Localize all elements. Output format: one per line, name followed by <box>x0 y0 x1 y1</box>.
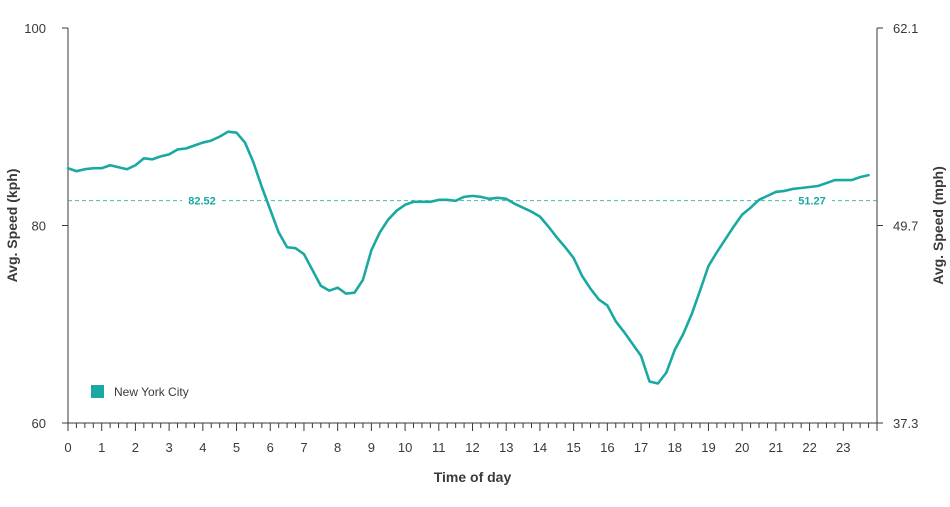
reference-label-left: 82.52 <box>188 196 216 208</box>
x-tick-label: 1 <box>98 440 105 455</box>
x-tick-label: 15 <box>566 440 580 455</box>
reference-label-left-bg <box>182 192 222 209</box>
y-axis-title-left: Avg. Speed (kph) <box>4 169 20 283</box>
legend-label: New York City <box>114 385 189 399</box>
y-tick-label-right: 49.7 <box>893 219 918 234</box>
x-tick-label: 13 <box>499 440 513 455</box>
y-tick-label-right: 62.1 <box>893 21 918 36</box>
x-tick-label: 9 <box>368 440 375 455</box>
x-tick-label: 14 <box>533 440 547 455</box>
x-tick-label: 10 <box>398 440 412 455</box>
x-tick-label: 17 <box>634 440 648 455</box>
y-tick-label-right: 37.3 <box>893 416 918 431</box>
x-tick-label: 21 <box>769 440 783 455</box>
y-tick-label-left: 100 <box>24 21 46 36</box>
x-tick-label: 7 <box>300 440 307 455</box>
x-axis-title: Time of day <box>434 469 512 485</box>
y-axis-title-right: Avg. Speed (mph) <box>930 166 946 285</box>
legend: New York City <box>91 385 189 399</box>
x-tick-label: 3 <box>166 440 173 455</box>
series-group <box>66 130 870 385</box>
x-tick-label: 20 <box>735 440 749 455</box>
x-tick-label: 8 <box>334 440 341 455</box>
x-tick-label: 0 <box>64 440 71 455</box>
x-tick-label: 18 <box>668 440 682 455</box>
x-tick-label: 23 <box>836 440 850 455</box>
x-tick-label: 6 <box>267 440 274 455</box>
reference-label-right: 51.27 <box>798 196 826 208</box>
x-tick-label: 22 <box>802 440 816 455</box>
x-tick-label: 2 <box>132 440 139 455</box>
reference-label-right-bg <box>792 192 832 209</box>
x-tick-label: 5 <box>233 440 240 455</box>
x-tick-label: 4 <box>199 440 206 455</box>
x-tick-label: 11 <box>432 440 446 455</box>
reference-line-group: 82.52 51.27 <box>68 192 877 209</box>
x-tick-label: 19 <box>701 440 715 455</box>
x-tick-label: 12 <box>465 440 479 455</box>
series-line-new-york-city <box>66 130 870 385</box>
y-tick-label-left: 80 <box>32 219 46 234</box>
x-tick-label: 16 <box>600 440 614 455</box>
y-tick-label-left: 60 <box>32 416 46 431</box>
legend-swatch <box>91 385 104 398</box>
